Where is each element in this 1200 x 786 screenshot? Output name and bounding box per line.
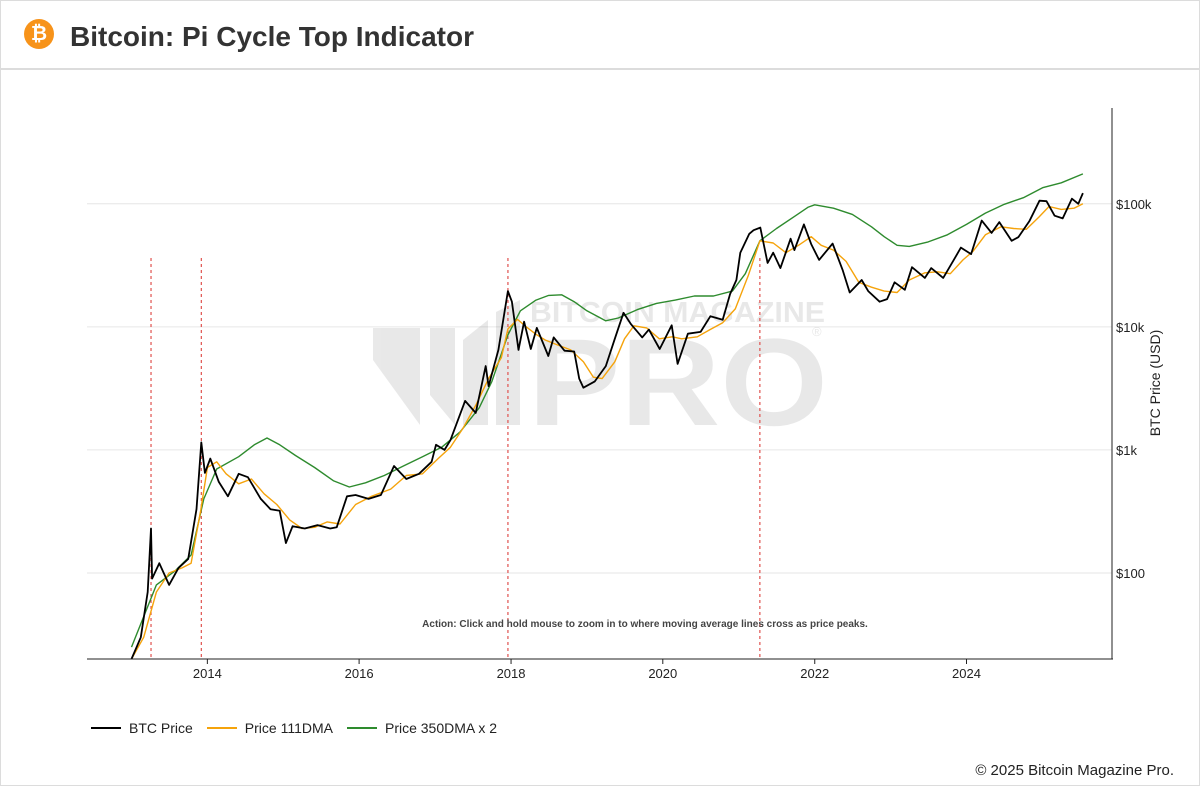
legend-item-350dma[interactable]: Price 350DMA x 2	[346, 720, 498, 736]
y-tick-label: $100	[1116, 566, 1145, 581]
legend-label-111dma: Price 111DMA	[244, 720, 333, 736]
page-title: Bitcoin: Pi Cycle Top Indicator	[70, 21, 474, 52]
legend-swatch-111dma	[206, 727, 237, 729]
y-axis-title: BTC Price (USD)	[1147, 330, 1163, 437]
bitcoin-icon: ₿	[24, 19, 54, 49]
axes	[87, 108, 1113, 660]
y-tick-label: $100k	[1116, 197, 1152, 212]
legend-swatch-350dma	[346, 727, 377, 729]
series-line-price-350dma-x-2	[130, 173, 1084, 648]
x-tick-label: 2020	[648, 666, 677, 681]
x-ticks: 2014 2016 2018 2020 2022 2024	[193, 659, 981, 681]
legend-swatch-btc-price	[91, 727, 121, 729]
y-ticks: $100 $1k $10k $100k	[1116, 197, 1152, 581]
x-tick-label: 2022	[800, 666, 829, 681]
x-tick-label: 2014	[193, 666, 222, 681]
x-tick-label: 2024	[952, 666, 981, 681]
legend-label-btc-price: BTC Price	[129, 720, 193, 736]
crossover-markers	[150, 258, 761, 659]
watermark-brand: BITCOIN MAGAZINE	[530, 297, 825, 329]
series-lines	[130, 173, 1084, 660]
copyright: © 2025 Bitcoin Magazine Pro.	[975, 762, 1174, 779]
legend-item-111dma[interactable]: Price 111DMA	[206, 720, 333, 736]
chart-annotation: Action: Click and hold mouse to zoom in …	[422, 619, 868, 630]
y-tick-label: $1k	[1116, 443, 1137, 458]
y-tick-label: $10k	[1116, 320, 1145, 335]
series-line-price-111dma	[130, 203, 1084, 660]
legend-item-btc-price[interactable]: BTC Price	[91, 720, 193, 736]
watermark-big: PRO	[528, 314, 828, 452]
grid-lines	[87, 203, 1112, 574]
x-tick-label: 2016	[345, 666, 374, 681]
legend: BTC Price Price 111DMA Price 350DMA x 2	[91, 720, 497, 736]
watermark-mark: ®	[812, 324, 822, 339]
page-header: ₿ Bitcoin: Pi Cycle Top Indicator	[0, 0, 1200, 70]
series-line-btc-price	[130, 192, 1084, 660]
x-tick-label: 2018	[497, 666, 526, 681]
legend-label-350dma: Price 350DMA x 2	[384, 720, 498, 736]
